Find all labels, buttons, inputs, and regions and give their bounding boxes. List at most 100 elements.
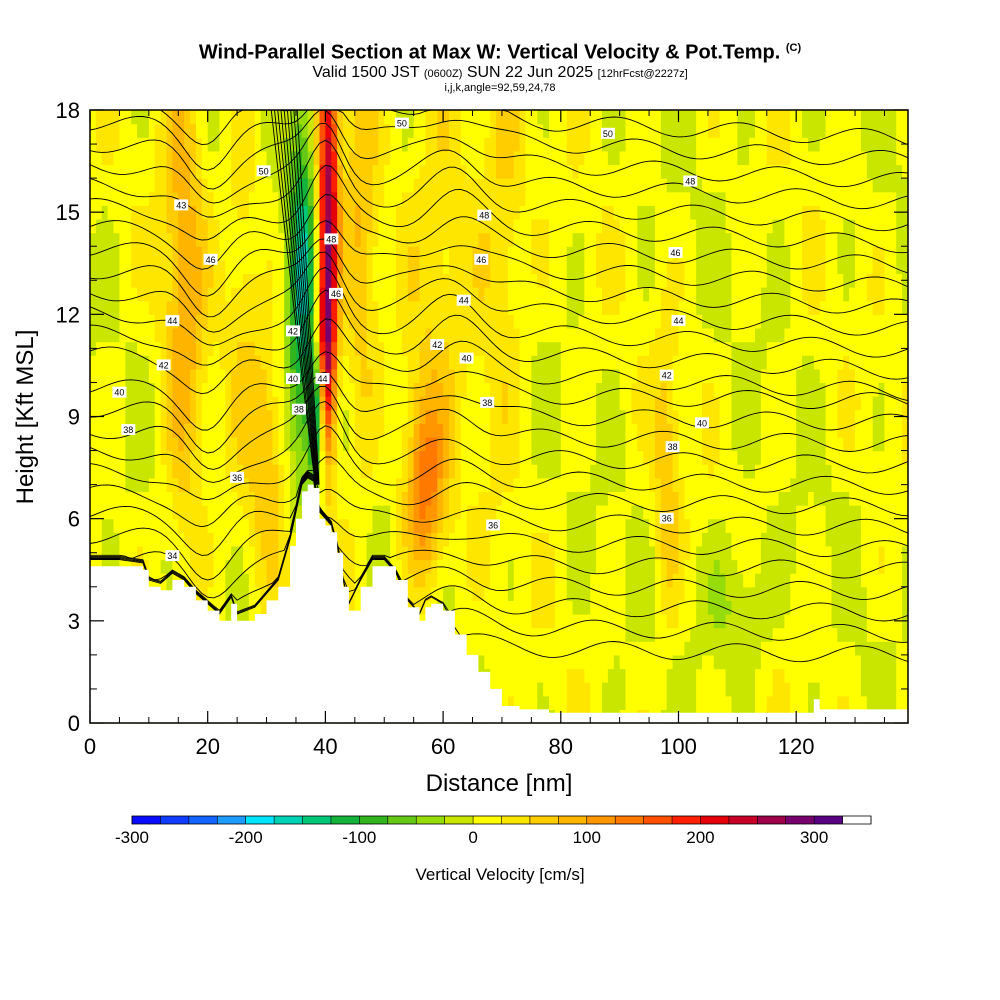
field-column	[760, 110, 768, 724]
field-column	[501, 110, 509, 724]
contour-label: 42	[659, 369, 674, 381]
contour-label-bg	[112, 386, 127, 398]
theta-contour-line	[90, 475, 909, 622]
contour-label-bg	[230, 471, 245, 483]
field-column	[713, 110, 721, 724]
colorbar-swatch	[132, 816, 161, 824]
contour-label-text: 38	[294, 405, 304, 415]
field-column	[560, 110, 568, 724]
field-column	[896, 110, 903, 724]
contour-label-bg	[671, 315, 686, 327]
contour-label-text: 46	[670, 248, 680, 258]
field-column	[566, 110, 574, 724]
contour-label-text: 50	[397, 119, 407, 129]
theta-contour-line	[274, 109, 317, 485]
contour-label: 50	[394, 117, 409, 129]
field-column	[607, 110, 615, 724]
theta-contour-line	[89, 238, 909, 318]
valid-zulu: (0600Z)	[423, 67, 463, 80]
contour-label: 48	[477, 209, 492, 221]
field-column	[802, 110, 809, 724]
contour-label-text: 44	[673, 316, 683, 326]
field-column	[590, 110, 597, 724]
contour-label-text: 46	[206, 255, 216, 265]
contour-label-text: 42	[432, 340, 442, 350]
contour-label-text: 36	[488, 521, 498, 531]
field-column	[654, 110, 662, 724]
colorbar-swatch	[188, 816, 218, 824]
contour-label-text: 36	[232, 473, 242, 483]
title-block: Wind-Parallel Section at Max W: Vertical…	[0, 36, 1000, 94]
theta-contour-line	[89, 122, 909, 210]
field-column	[837, 110, 844, 724]
contour-label: 42	[156, 359, 171, 371]
contour-label: 43	[174, 199, 189, 211]
contour-label-bg	[600, 127, 615, 139]
valid-date: SUN 22 Jun 2025	[466, 63, 594, 81]
contour-label-text: 42	[159, 360, 169, 370]
contour-label: 40	[695, 417, 709, 429]
y-axis-title: Height [Kft MSL]	[12, 330, 39, 505]
field-column	[878, 110, 886, 724]
forecast-note: [12hrFcst@2227z]	[597, 67, 688, 80]
colorbar-swatch	[814, 816, 843, 824]
contour-label-bg	[291, 403, 306, 415]
field-column	[731, 110, 738, 724]
contour-label-text: 40	[697, 418, 707, 428]
contour-label: 38	[121, 424, 136, 436]
field-column	[813, 110, 821, 724]
contour-label: 40	[112, 386, 127, 398]
contour-label-text: 34	[167, 551, 177, 561]
colorbar-swatch	[700, 816, 730, 824]
field-column	[702, 110, 709, 724]
field-column	[807, 110, 815, 724]
contour-label: 36	[230, 471, 245, 483]
field-column	[637, 110, 644, 724]
contour-label-text: 48	[479, 211, 489, 221]
theta-contour-line	[293, 109, 320, 485]
contour-label-bg	[430, 339, 445, 350]
theta-contour-line	[89, 401, 909, 483]
y-tick-label: 12	[56, 302, 80, 327]
contour-labels: 34 38 40 42 44 46 43 50 36 38 40 42 44 46 48 50 42 44 40 46…	[112, 117, 709, 562]
colorbar-tick-label: 100	[573, 828, 601, 847]
colorbar-swatch	[643, 816, 673, 824]
y-tick-label: 18	[56, 98, 80, 123]
colorbar-tick-label: 0	[468, 828, 477, 847]
field-column	[643, 110, 650, 724]
colorbar-swatch	[330, 816, 360, 824]
field-column	[707, 110, 715, 724]
colorbar-swatch	[672, 816, 701, 824]
contour-label-text: 38	[123, 425, 133, 435]
contour-label-text: 50	[259, 166, 269, 176]
theta-contour-line	[89, 470, 909, 556]
contour-label-bg	[659, 512, 674, 524]
theta-contour-line	[280, 109, 318, 485]
field-column	[572, 110, 580, 724]
colorbar-swatch	[245, 816, 275, 824]
theta-contour-line	[89, 109, 909, 190]
colorbar-tick-label: 200	[686, 828, 714, 847]
field-column	[784, 110, 791, 724]
contour-label-text: 50	[603, 129, 613, 139]
contour-label-bg	[683, 175, 698, 187]
y-tick-label: 3	[68, 609, 80, 634]
theta-contour-line	[89, 351, 909, 431]
colorbar-swatch	[785, 816, 815, 824]
contour-label-bg	[286, 325, 300, 337]
theta-contour-line	[90, 474, 909, 611]
contour-label: 48	[324, 233, 339, 245]
contour-label-text: 44	[459, 296, 469, 306]
contour-label-text: 44	[167, 316, 177, 326]
theta-contour-line	[286, 109, 319, 485]
colorbar-tick-label: -200	[229, 828, 263, 847]
field-column	[625, 110, 633, 724]
contour-label-bg	[121, 424, 136, 436]
contour-label: 50	[600, 127, 615, 139]
theta-contour-line	[89, 266, 909, 358]
contour-label: 44	[671, 315, 686, 327]
field-column	[866, 110, 874, 724]
field-column	[472, 110, 479, 724]
theta-contour-line	[90, 477, 909, 663]
contour-label: 46	[329, 287, 343, 299]
